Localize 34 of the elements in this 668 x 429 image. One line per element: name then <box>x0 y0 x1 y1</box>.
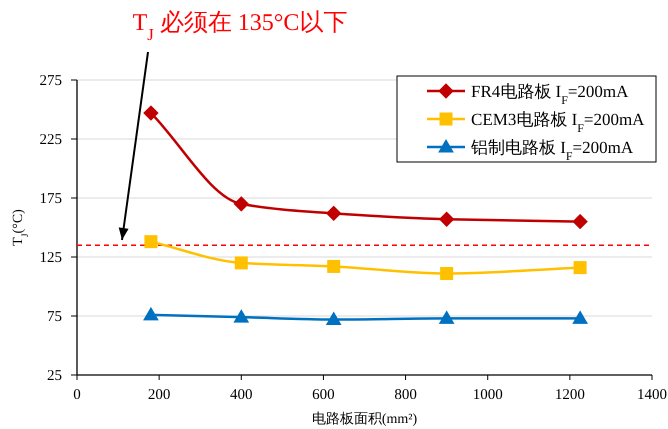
point <box>439 212 454 227</box>
y-tick-label: 25 <box>47 368 62 384</box>
point <box>327 260 340 273</box>
x-tick-label: 0 <box>73 387 81 403</box>
point <box>143 106 158 121</box>
point <box>143 307 158 320</box>
y-tick-label: 125 <box>40 250 62 266</box>
point <box>440 267 454 280</box>
y-tick-label: 275 <box>40 73 62 89</box>
point <box>326 206 342 221</box>
point <box>234 310 249 323</box>
x-tick-label: 200 <box>148 387 170 403</box>
y-tick-label: 225 <box>40 132 62 148</box>
point <box>234 196 249 212</box>
x-tick-label: 600 <box>312 387 335 403</box>
point <box>144 235 158 248</box>
point <box>234 256 248 270</box>
point <box>574 261 587 274</box>
y-tick-label: 175 <box>40 191 62 207</box>
point <box>439 310 454 324</box>
x-tick-label: 1200 <box>554 387 585 403</box>
legend-label: 铝制电路板 I$_{F}$=200mA <box>470 138 634 163</box>
x-tick-label: 1400 <box>637 387 667 403</box>
point <box>572 214 588 230</box>
point <box>326 312 342 326</box>
x-axis-title: 电路板面积(mm²) <box>312 411 418 427</box>
point <box>572 310 588 324</box>
x-tick-label: 800 <box>394 387 417 403</box>
legend-label: CEM3电路板 I$_{F}$=200mA <box>471 110 646 135</box>
x-tick-label: 1000 <box>472 387 503 403</box>
legend-label: FR4电路板 I$_{F}$=200mA <box>471 82 630 107</box>
x-tick-label: 400 <box>230 387 253 403</box>
y-tick-label: 75 <box>47 309 62 325</box>
text: T$_{J}$ 必须在 135°C以下 <box>132 9 348 44</box>
